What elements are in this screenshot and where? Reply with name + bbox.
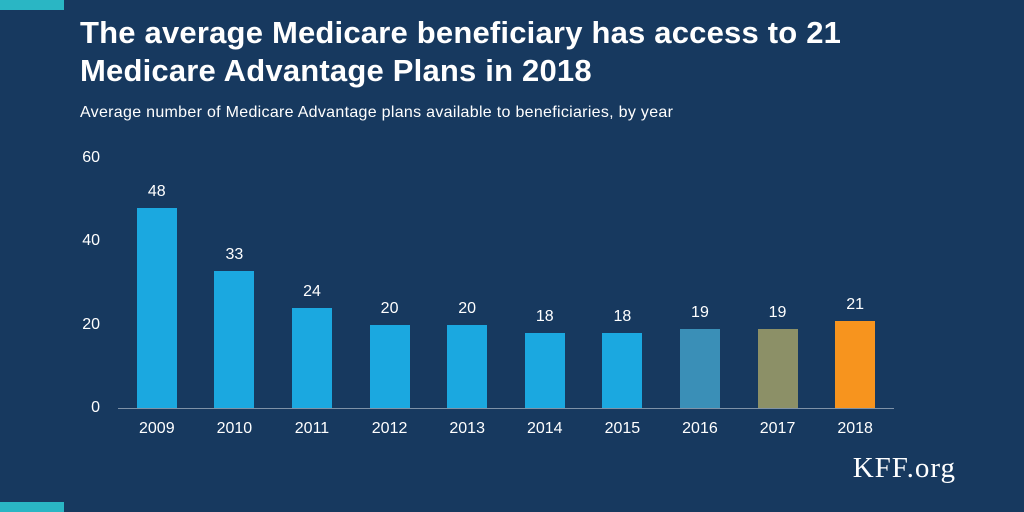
bar-group-2014: 18 — [506, 158, 584, 408]
bar-value-label: 20 — [380, 299, 399, 317]
teal-corner-accent-bottom — [0, 502, 64, 512]
bar-group-2009: 48 — [118, 158, 196, 408]
x-axis-label-2014: 2014 — [526, 420, 563, 437]
bar-group-2013: 20 — [428, 158, 506, 408]
bar-group-2018: 21 — [816, 158, 894, 408]
x-axis-label-2016: 2016 — [682, 420, 718, 437]
bar-2017 — [757, 328, 798, 408]
bar-group-2017: 19 — [739, 158, 817, 408]
bar-group-2015: 18 — [584, 158, 662, 408]
x-axis-label-2011: 2011 — [294, 420, 330, 437]
title-line-1: The average Medicare beneficiary has acc… — [80, 15, 842, 50]
y-axis: 0 20 40 60 — [56, 149, 108, 416]
bar-2015 — [602, 333, 643, 408]
x-axis-label-2017: 2017 — [759, 420, 796, 437]
bar-2013 — [447, 324, 488, 408]
bar-2016 — [679, 328, 720, 408]
x-axis-label-2009: 2009 — [139, 420, 175, 437]
y-tick-label: 20 — [82, 315, 100, 333]
x-axis-label-2012: 2012 — [371, 420, 408, 437]
bar-value-label: 33 — [225, 245, 244, 263]
bar-2010 — [214, 270, 255, 408]
bar-value-label: 20 — [458, 299, 477, 317]
y-tick-label: 0 — [91, 399, 100, 416]
bar-group-2011: 24 — [273, 158, 351, 408]
bar-2012 — [369, 324, 410, 408]
teal-corner-accent-top — [0, 0, 64, 10]
bar-value-label: 18 — [613, 308, 632, 325]
x-axis-label-2013: 2013 — [449, 420, 485, 437]
bar-value-label: 19 — [768, 303, 787, 321]
bar-2009 — [136, 208, 177, 408]
bar-value-label: 19 — [691, 303, 709, 321]
bar-value-label: 21 — [846, 295, 865, 313]
bar-group-2012: 20 — [351, 158, 429, 408]
y-tick-label: 60 — [82, 149, 100, 166]
x-axis: 2009 2010 2011 2012 2013 2014 2015 2016 2017 2018 — [118, 420, 894, 438]
bar-value-label: 48 — [147, 183, 166, 200]
x-axis-label-2018: 2018 — [837, 420, 873, 437]
x-axis-label-2010: 2010 — [216, 420, 253, 437]
page-title: The average Medicare beneficiary has acc… — [80, 14, 990, 90]
y-tick-label: 40 — [82, 232, 100, 250]
bar-group-2016: 19 — [661, 158, 739, 408]
bar-value-label: 18 — [535, 308, 554, 325]
title-line-2: Medicare Advantage Plans in 2018 — [80, 52, 592, 88]
plot-area: 48 33 24 20 20 18 18 19 19 21 — [118, 158, 894, 409]
bar-value-label: 24 — [303, 283, 321, 300]
bar-2018 — [835, 320, 876, 408]
x-axis-label-2015: 2015 — [604, 420, 641, 437]
bar-2011 — [291, 308, 332, 408]
kff-logo-text: KFF.org — [852, 452, 956, 484]
bar-group-2010: 33 — [196, 158, 274, 408]
bar-2014 — [524, 333, 565, 408]
chart-subtitle: Average number of Medicare Advantage pla… — [80, 104, 674, 121]
